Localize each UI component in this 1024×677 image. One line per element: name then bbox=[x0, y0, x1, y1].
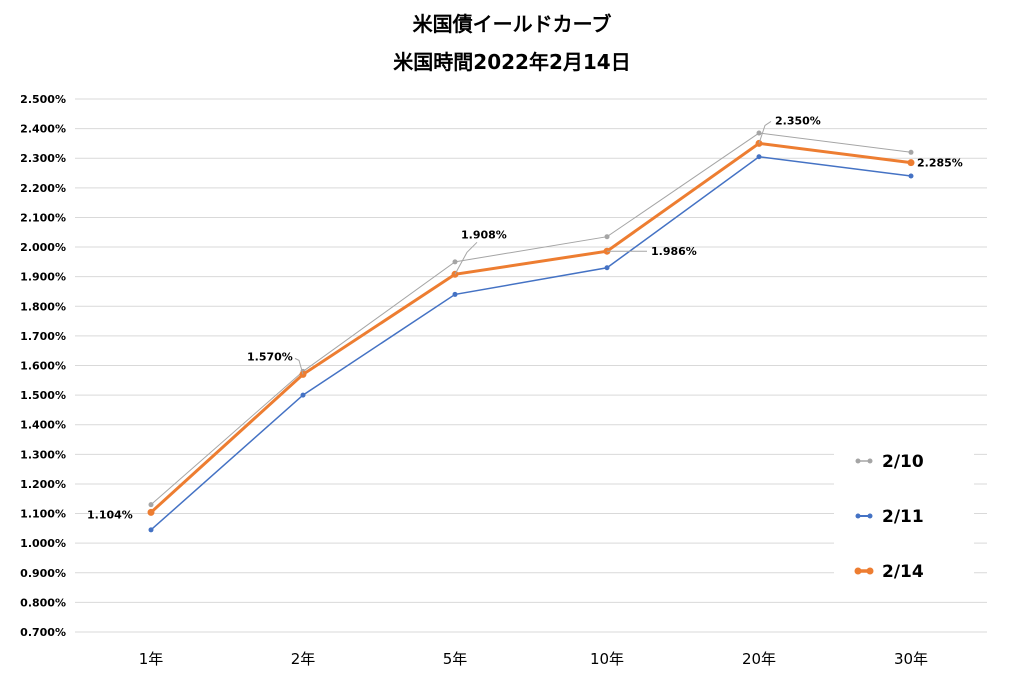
leader-line bbox=[758, 121, 772, 144]
data-point bbox=[908, 149, 914, 155]
leader-line bbox=[454, 241, 478, 275]
data-point bbox=[300, 392, 306, 398]
y-tick-label: 1.400% bbox=[20, 419, 66, 432]
data-point bbox=[756, 130, 762, 136]
data-label: 1.104% bbox=[87, 508, 133, 521]
y-tick-label: 0.900% bbox=[20, 567, 66, 580]
x-tick-label: 20年 bbox=[742, 650, 776, 668]
data-point bbox=[756, 154, 762, 160]
legend-marker bbox=[854, 567, 862, 575]
chart-title: 米国債イールドカーブ bbox=[412, 12, 612, 36]
y-tick-label: 0.800% bbox=[20, 596, 66, 609]
data-point bbox=[604, 234, 610, 240]
data-label: 2.285% bbox=[917, 157, 963, 170]
data-label: 1.908% bbox=[461, 228, 507, 241]
legend-label: 2/14 bbox=[882, 562, 924, 582]
data-point bbox=[452, 259, 458, 265]
x-tick-label: 5年 bbox=[443, 650, 468, 668]
data-point bbox=[452, 291, 458, 297]
legend-label: 2/10 bbox=[882, 452, 924, 472]
x-tick-label: 10年 bbox=[590, 650, 624, 668]
legend-label: 2/11 bbox=[882, 507, 924, 527]
y-tick-label: 2.000% bbox=[20, 241, 66, 254]
y-tick-label: 1.900% bbox=[20, 271, 66, 284]
data-label: 2.350% bbox=[775, 114, 821, 127]
legend-marker bbox=[867, 513, 873, 519]
data-point bbox=[908, 173, 914, 179]
y-tick-label: 2.400% bbox=[20, 123, 66, 136]
y-tick-label: 1.800% bbox=[20, 300, 66, 313]
y-tick-label: 1.600% bbox=[20, 360, 66, 373]
data-label: 1.570% bbox=[247, 350, 293, 363]
y-tick-label: 1.100% bbox=[20, 508, 66, 521]
data-label: 1.986% bbox=[651, 245, 697, 258]
y-tick-label: 1.000% bbox=[20, 537, 66, 550]
data-point bbox=[148, 502, 154, 508]
chart-subtitle: 米国時間2022年2月14日 bbox=[393, 50, 631, 74]
legend-marker bbox=[867, 458, 873, 464]
legend-marker bbox=[855, 513, 861, 519]
x-tick-label: 1年 bbox=[139, 650, 164, 668]
y-tick-label: 2.500% bbox=[20, 93, 66, 106]
y-tick-label: 2.100% bbox=[20, 211, 66, 224]
y-tick-label: 1.500% bbox=[20, 389, 66, 402]
data-point bbox=[147, 508, 155, 516]
data-point bbox=[148, 527, 154, 533]
y-tick-label: 1.700% bbox=[20, 330, 66, 343]
x-tick-label: 30年 bbox=[894, 650, 928, 668]
x-tick-label: 2年 bbox=[291, 650, 316, 668]
series-line-2/14 bbox=[149, 141, 912, 514]
y-tick-label: 0.700% bbox=[20, 626, 66, 639]
legend-marker bbox=[866, 567, 874, 575]
data-point bbox=[907, 159, 915, 167]
leader-line bbox=[294, 357, 304, 375]
series-line-2/10 bbox=[150, 132, 912, 506]
y-tick-label: 2.200% bbox=[20, 182, 66, 195]
y-tick-label: 1.300% bbox=[20, 448, 66, 461]
y-tick-label: 1.200% bbox=[20, 478, 66, 491]
series-line-2/11 bbox=[150, 155, 912, 531]
legend-marker bbox=[855, 458, 861, 464]
y-tick-label: 2.300% bbox=[20, 152, 66, 165]
data-point bbox=[604, 265, 610, 271]
